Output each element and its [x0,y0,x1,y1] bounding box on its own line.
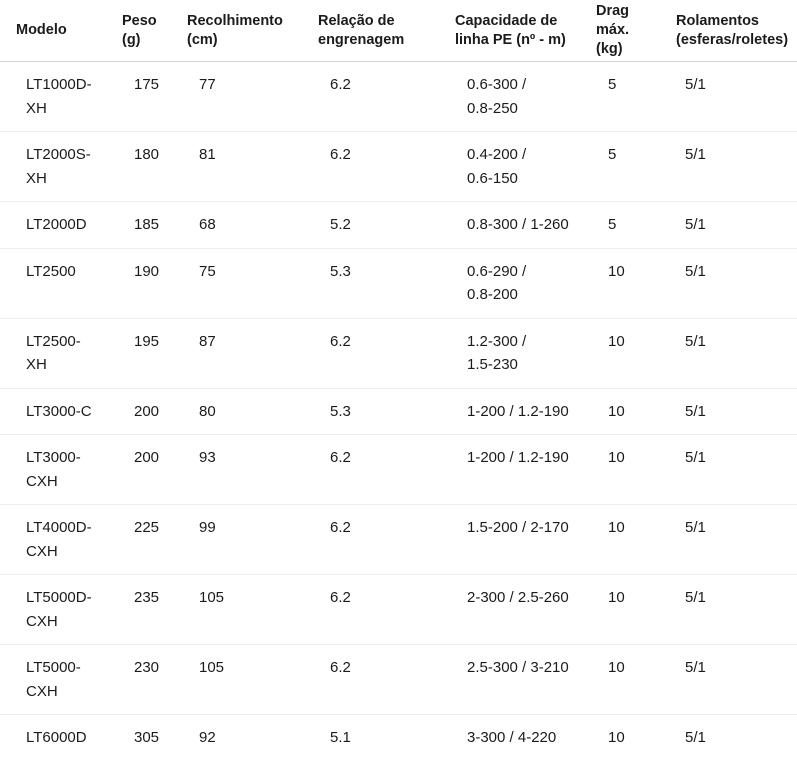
cell-drag-max: 5 [584,61,664,132]
cell-relacao-engrenagem: 5.3 [306,388,443,435]
cell-peso-g: 195 [110,318,175,389]
cell-recolhimento-cm: 92 [199,729,216,746]
table-row: LT2000S- XH 180 81 6.2 0.4-200 / 0.6-150 5 5/1 [0,131,797,202]
cell-rolamentos: 5/1 [664,504,797,575]
cell-relacao-engrenagem: 6.2 [306,434,443,505]
table-row: LT2500 190 75 5.3 0.6-290 / 0.8-200 10 5/1 [0,248,797,319]
cell-peso-g: 230 [110,644,175,715]
cell-relacao-engrenagem: 5.2 [306,201,443,249]
header-rolamentos: Rolamentos (esferas/roletes) [664,0,797,62]
cell-peso-g: 235 [110,574,175,645]
cell-rolamentos: 5/1 [664,248,797,319]
cell-capacidade-linha-pe: 3-300 / 4-220 [467,729,557,746]
cell-rolamentos: 5/1 [664,201,797,249]
cell-capacidade-linha-pe: 0.6-290 / 0.8-200 [443,248,584,319]
table-body: LT1000D- XH 175 77 6.2 0.6-300 / 0.8-250 5 5/1… [0,61,797,761]
cell-capacidade-linha-pe: 1-200 / 1.2-190 [443,388,584,435]
cell-relacao-engrenagem: 6.2 [306,131,443,202]
header-peso-g: Peso (g) [110,0,175,62]
cell-modelo: LT5000- CXH [0,644,110,715]
cell-recolhimento-cm: 81 [175,131,306,202]
cell-capacidade-linha-pe: 1.2-300 / 1.5-230 [443,318,584,389]
header-drag-max: Drag máx. (kg) [584,0,664,62]
cell-recolhimento-cm: 68 [175,201,306,249]
cell-rolamentos: 5/1 [664,61,797,132]
cell-capacidade-linha-pe: 0.8-300 / 1-260 [443,201,584,249]
cell-relacao-engrenagem: 6.2 [306,574,443,645]
cell-modelo: LT2000D [0,201,110,249]
table-row: LT3000-C 200 80 5.3 1-200 / 1.2-190 10 5/1 [0,388,797,435]
cell-recolhimento-cm: 105 [175,574,306,645]
cell-drag-max: 5 [584,201,664,249]
cell-relacao-engrenagem: 6.2 [306,644,443,715]
cell-drag-max: 10 [584,504,664,575]
cell-capacidade-linha-pe: 0.4-200 / 0.6-150 [443,131,584,202]
cell-capacidade-linha-pe: 0.6-300 / 0.8-250 [443,61,584,132]
cell-drag-max: 10 [584,644,664,715]
cell-rolamentos: 5/1 [664,318,797,389]
cell-capacidade-linha-pe: 1-200 / 1.2-190 [443,434,584,505]
table-row: LT4000D- CXH 225 99 6.2 1.5-200 / 2-170 10 5/1 [0,504,797,575]
cell-peso-g: 175 [110,61,175,132]
cell-drag-max: 10 [608,729,625,746]
cell-modelo: LT2500- XH [0,318,110,389]
cell-peso-g: 200 [110,434,175,505]
cell-drag-max: 10 [584,574,664,645]
cell-drag-max: 5 [584,131,664,202]
cell-peso-g: 190 [110,248,175,319]
table-header-row: Modelo Peso (g) Recolhimento (cm) Relaçã… [0,0,797,62]
header-recolhimento-cm: Recolhimento (cm) [175,0,306,62]
cell-capacidade-linha-pe: 2-300 / 2.5-260 [443,574,584,645]
cell-capacidade-linha-pe: 1.5-200 / 2-170 [443,504,584,575]
cell-rolamentos: 5/1 [685,729,706,746]
table-row: LT1000D- XH 175 77 6.2 0.6-300 / 0.8-250 5 5/1 [0,61,797,132]
cell-peso-g: 180 [110,131,175,202]
cell-drag-max: 10 [584,434,664,505]
cell-relacao-engrenagem: 6.2 [306,318,443,389]
table-row: LT3000- CXH 200 93 6.2 1-200 / 1.2-190 10 5/1 [0,434,797,505]
cell-peso-g: 200 [110,388,175,435]
cell-rolamentos: 5/1 [664,131,797,202]
cell-modelo: LT2500 [0,248,110,319]
cell-peso-g: 185 [110,201,175,249]
cell-recolhimento-cm: 87 [175,318,306,389]
cell-modelo: LT3000-C [0,388,110,435]
cell-peso-g: 305 [134,729,160,746]
cell-modelo: LT2000S- XH [0,131,110,202]
cell-recolhimento-cm: 99 [175,504,306,575]
cell-drag-max: 10 [584,248,664,319]
table-row: LT5000- CXH 230 105 6.2 2.5-300 / 3-210 10 5/1 [0,644,797,715]
cell-recolhimento-cm: 93 [175,434,306,505]
cell-modelo: LT3000- CXH [0,434,110,505]
cell-recolhimento-cm: 75 [175,248,306,319]
cell-rolamentos: 5/1 [664,434,797,505]
cell-drag-max: 10 [584,388,664,435]
cell-modelo: LT1000D- XH [0,61,110,132]
cell-rolamentos: 5/1 [664,574,797,645]
cell-peso-g: 225 [110,504,175,575]
cell-rolamentos: 5/1 [664,388,797,435]
cell-recolhimento-cm: 80 [175,388,306,435]
cell-modelo: LT4000D- CXH [0,504,110,575]
table-row: LT5000D- CXH 235 105 6.2 2-300 / 2.5-260 10 5/… [0,574,797,645]
table-row: LT2000D 185 68 5.2 0.8-300 / 1-260 5 5/1 [0,201,797,249]
header-relacao-engrenagem: Relação de engrenagem [306,0,443,62]
cell-relacao-engrenagem: 5.1 [330,729,351,746]
cell-relacao-engrenagem: 6.2 [306,61,443,132]
cell-modelo: LT6000D [26,729,87,746]
cell-capacidade-linha-pe: 2.5-300 / 3-210 [443,644,584,715]
cell-modelo: LT5000D- CXH [0,574,110,645]
header-capacidade-linha-pe: Capacidade de linha PE (nº - m) [443,0,584,62]
cell-relacao-engrenagem: 5.3 [306,248,443,319]
cell-rolamentos: 5/1 [664,644,797,715]
cell-relacao-engrenagem: 6.2 [306,504,443,575]
header-modelo: Modelo [0,0,110,62]
table-row: LT6000D 305 92 5.1 3-300 / 4-220 10 5/1 [0,715,797,761]
cell-recolhimento-cm: 105 [175,644,306,715]
cell-recolhimento-cm: 77 [175,61,306,132]
cell-drag-max: 10 [584,318,664,389]
table-row: LT2500- XH 195 87 6.2 1.2-300 / 1.5-230 10 5/1 [0,318,797,389]
